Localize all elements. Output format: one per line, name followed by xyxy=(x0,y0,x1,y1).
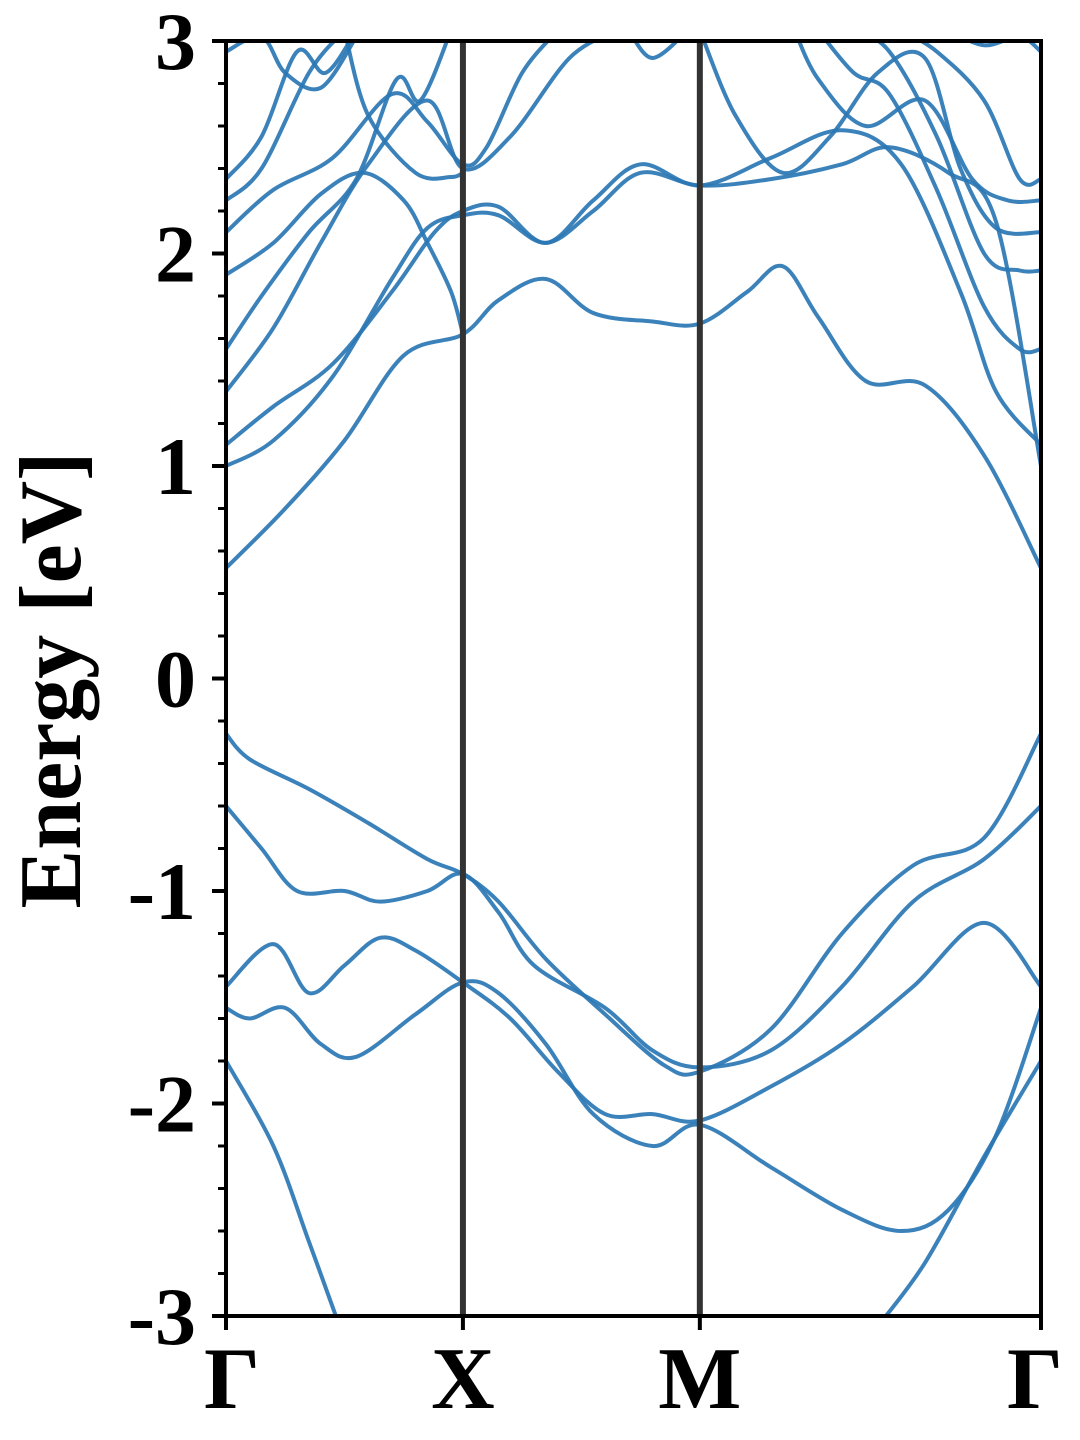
band-23 xyxy=(917,41,1041,187)
band-17 xyxy=(344,41,464,181)
y-tick-label: 0 xyxy=(155,634,196,725)
x-tick-label: Γ xyxy=(204,1331,260,1428)
band-3 xyxy=(226,920,1041,1124)
band-18 xyxy=(632,41,680,60)
band-5 xyxy=(226,1060,339,1316)
band-16 xyxy=(226,41,357,92)
plot-frame xyxy=(224,39,1043,1318)
band-7 xyxy=(226,263,1041,570)
x-tick-label: M xyxy=(658,1331,741,1428)
y-tick-label: 3 xyxy=(155,0,196,87)
x-tick-label: X xyxy=(431,1331,495,1428)
band-13 xyxy=(226,41,551,234)
band-14 xyxy=(226,41,337,202)
y-tick-label: -3 xyxy=(128,1271,196,1362)
y-axis-label: Energy [eV] xyxy=(3,452,100,909)
band-11 xyxy=(226,41,450,351)
band-2 xyxy=(226,804,1041,1070)
x-tick-label: Γ xyxy=(1007,1331,1063,1428)
band-22 xyxy=(874,41,1041,274)
band-10 xyxy=(226,41,598,393)
band-4 xyxy=(226,979,1041,1233)
y-axis-ticks: -3 -2 -1 0 1 2 3 xyxy=(128,0,226,1362)
y-tick-label: 2 xyxy=(155,209,196,300)
band-19 xyxy=(701,41,1041,236)
y-tick-label: -2 xyxy=(128,1059,196,1150)
band-6 xyxy=(883,1059,1041,1316)
band-8 xyxy=(226,145,1041,468)
band-1 xyxy=(226,732,1041,1077)
y-tick-label: 1 xyxy=(155,421,196,512)
band-lines xyxy=(226,41,1041,1316)
high-symmetry-lines xyxy=(459,41,703,1316)
band-21 xyxy=(824,41,1041,355)
band-12 xyxy=(226,170,465,335)
band-20 xyxy=(796,41,1041,204)
y-tick-label: -1 xyxy=(128,846,196,937)
band-9 xyxy=(226,128,1041,447)
band-15 xyxy=(226,41,353,181)
